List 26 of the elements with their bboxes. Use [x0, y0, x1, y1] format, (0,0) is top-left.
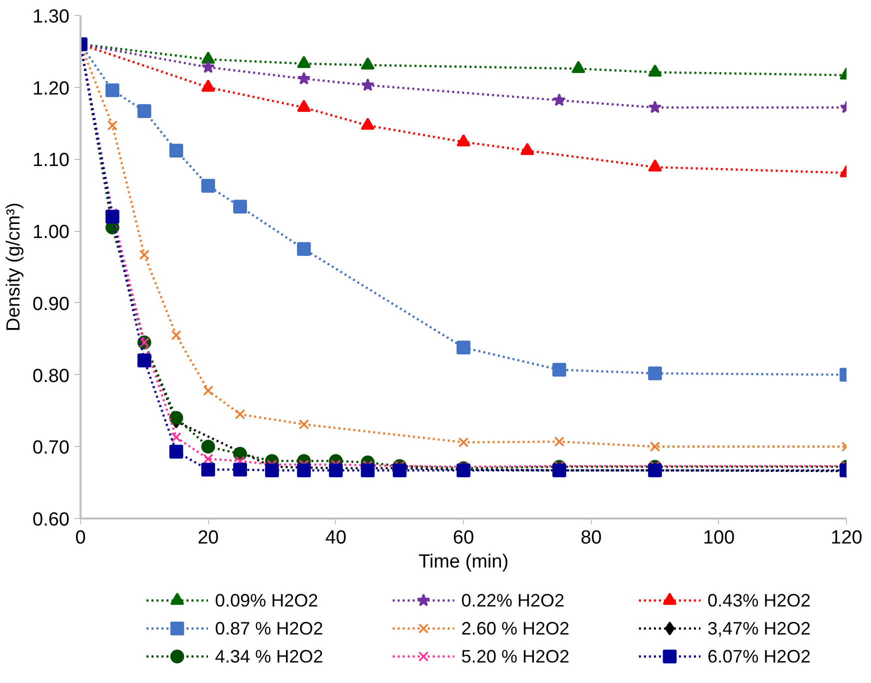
legend-label: 4.34 % H2O2: [215, 646, 324, 666]
y-axis-title: Density (g/cm³): [4, 202, 25, 332]
y-tick-label: 0.70: [32, 438, 70, 459]
y-tick-label: 0.60: [32, 510, 70, 530]
legend-label: 0.43% H2O2: [708, 590, 811, 610]
legend-label: 2.60 % H2O2: [461, 618, 570, 638]
x-tick-label: 40: [325, 528, 346, 548]
x-tick-label: 20: [198, 528, 219, 548]
x-tick-label: 0: [75, 528, 86, 548]
legend-label: 3,47% H2O2: [708, 618, 811, 638]
x-axis-title: Time (min): [418, 552, 509, 572]
y-tick-label: 1.00: [32, 222, 70, 244]
x-tick-label: 80: [580, 528, 602, 548]
legend-label: 0.09% H2O2: [215, 590, 318, 610]
x-tick-label: 100: [702, 528, 735, 548]
y-tick-label: 0.90: [32, 294, 70, 315]
y-tick-label: 1.30: [32, 6, 70, 28]
x-tick-label: 60: [452, 528, 474, 548]
y-tick-label: 0.80: [32, 366, 70, 387]
legend-label: 0.87 % H2O2: [215, 618, 324, 638]
legend-label: 6.07% H2O2: [708, 646, 811, 666]
y-tick-label: 1.20: [32, 78, 70, 100]
y-tick-label: 1.10: [32, 150, 70, 172]
x-tick-label: 120: [830, 528, 862, 548]
legend-label: 5.20 % H2O2: [461, 646, 570, 666]
legend-label: 0.22% H2O2: [461, 590, 564, 610]
